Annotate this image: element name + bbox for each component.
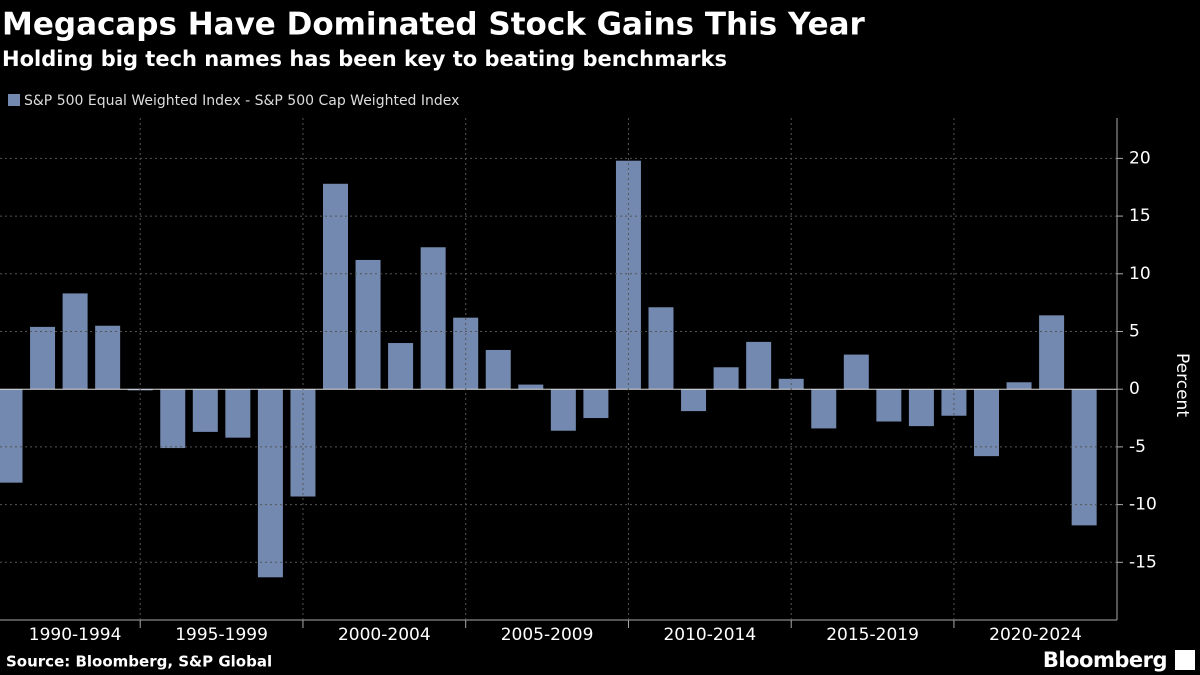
bar	[290, 389, 316, 497]
chart-title: Megacaps Have Dominated Stock Gains This…	[2, 7, 866, 43]
y-axis-label: Percent	[1172, 353, 1192, 417]
y-tick-label: -5	[1129, 437, 1146, 457]
brand: Bloomberg	[1043, 648, 1167, 672]
bar	[95, 325, 121, 390]
bar	[1071, 389, 1097, 526]
legend-swatch	[8, 94, 20, 106]
source: Source: Bloomberg, S&P Global	[6, 653, 272, 671]
y-tick-label: 10	[1129, 264, 1151, 284]
legend-label: S&P 500 Equal Weighted Index - S&P 500 C…	[24, 93, 459, 109]
x-tick-label: 2010-2014	[663, 625, 756, 645]
y-tick-label: 0	[1129, 379, 1140, 399]
bar	[746, 341, 772, 390]
bar	[388, 343, 414, 390]
y-tick-label: -15	[1129, 552, 1157, 572]
bar	[1006, 382, 1032, 390]
bar	[225, 389, 251, 438]
plot	[0, 160, 1097, 578]
bar	[485, 349, 511, 390]
x-tick-label: 1990-1994	[29, 625, 122, 645]
bar	[30, 326, 56, 390]
bar	[323, 183, 348, 390]
chart-subtitle: Holding big tech names has been key to b…	[2, 47, 727, 71]
bar	[160, 389, 186, 449]
bar	[62, 293, 88, 390]
x-tick-label: 2005-2009	[501, 625, 594, 645]
bar	[0, 389, 23, 483]
brand-icon	[1175, 650, 1195, 670]
y-tick-label: -10	[1129, 495, 1157, 515]
y-tick-label: 5	[1129, 321, 1140, 341]
bar	[355, 259, 381, 390]
x-tick-label: 2015-2019	[826, 625, 919, 645]
bar	[843, 354, 869, 390]
x-tick-label: 2020-2024	[989, 625, 1082, 645]
bar	[974, 389, 999, 457]
x-tick-label: 2000-2004	[338, 625, 431, 645]
bar	[908, 389, 934, 427]
bar	[1039, 315, 1065, 390]
bar	[192, 389, 218, 432]
bar	[583, 389, 609, 419]
bar	[648, 307, 674, 390]
y-tick-label: 20	[1129, 148, 1151, 168]
bar	[811, 389, 837, 429]
bar	[681, 389, 707, 412]
bar	[518, 384, 544, 390]
y-tick-label: 15	[1129, 206, 1151, 226]
bar	[550, 389, 576, 431]
bar	[420, 247, 446, 390]
bar	[257, 389, 283, 578]
bar	[876, 389, 902, 422]
x-tick-label: 1995-1999	[175, 625, 268, 645]
bar	[713, 367, 739, 390]
